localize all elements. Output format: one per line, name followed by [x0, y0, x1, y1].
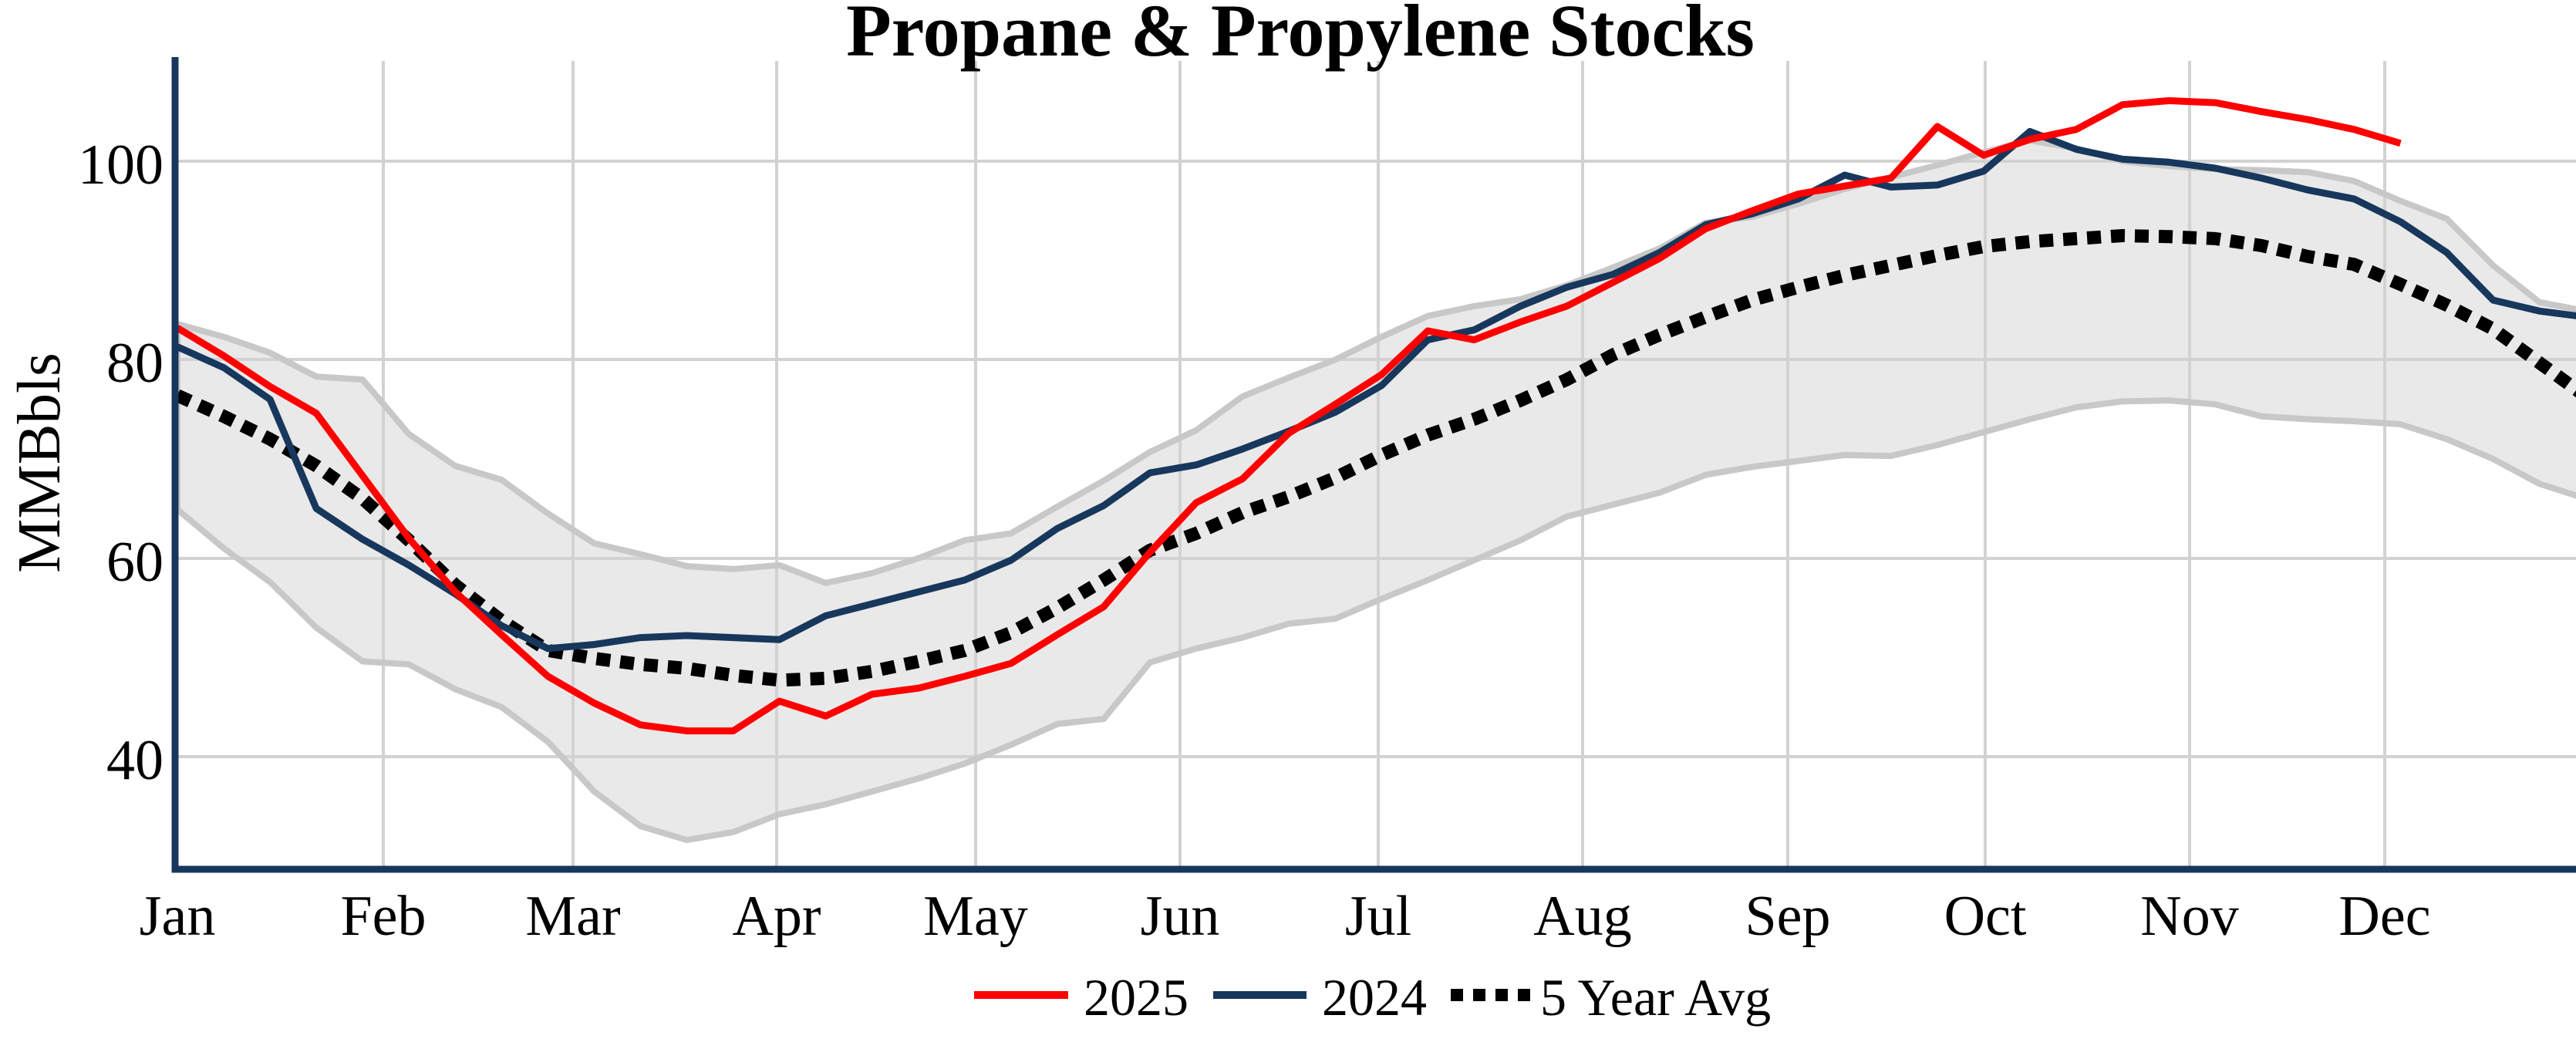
svg-text:Jun: Jun: [1141, 885, 1220, 948]
svg-text:Propane & Propylene Stocks: Propane & Propylene Stocks: [846, 0, 1755, 72]
svg-text:5 Year Avg: 5 Year Avg: [1540, 968, 1771, 1027]
svg-text:May: May: [923, 885, 1028, 948]
svg-text:2025: 2025: [1084, 968, 1189, 1027]
svg-text:Jul: Jul: [1345, 885, 1411, 948]
svg-text:60: 60: [106, 531, 164, 594]
svg-text:100: 100: [78, 133, 164, 197]
svg-text:Apr: Apr: [732, 885, 821, 948]
svg-text:Oct: Oct: [1944, 885, 2027, 948]
svg-text:Nov: Nov: [2140, 885, 2238, 948]
svg-text:Dec: Dec: [2338, 885, 2430, 948]
svg-text:Feb: Feb: [341, 885, 427, 948]
svg-text:MMBbls: MMBbls: [6, 352, 73, 572]
svg-text:Mar: Mar: [525, 885, 620, 948]
svg-text:Sep: Sep: [1745, 885, 1831, 948]
svg-text:Aug: Aug: [1533, 885, 1631, 948]
svg-text:80: 80: [106, 332, 164, 395]
svg-text:2024: 2024: [1322, 968, 1427, 1027]
svg-text:Jan: Jan: [140, 885, 216, 948]
svg-text:40: 40: [106, 729, 164, 792]
